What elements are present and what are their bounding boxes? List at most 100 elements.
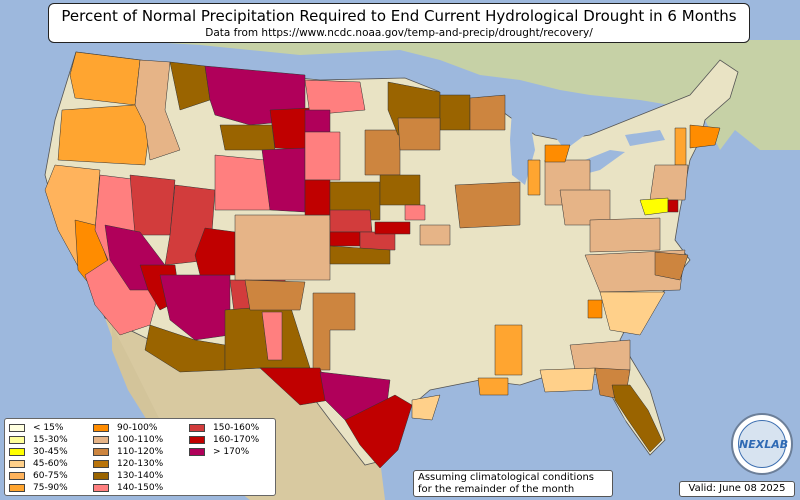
legend-swatch [9, 460, 25, 468]
legend-item: > 170% [189, 446, 273, 458]
region-nm-pink [261, 311, 283, 361]
legend-label: 100-110% [117, 435, 164, 445]
legend-label: 60-75% [33, 471, 68, 481]
region-md [639, 197, 669, 216]
lake-superior [438, 78, 520, 100]
region-4c-red [194, 227, 236, 276]
lake-huron [540, 100, 585, 150]
legend-label: 15-30% [33, 435, 68, 445]
region-mn-s [397, 117, 441, 151]
region-la [477, 377, 509, 396]
legend-label: 45-60% [33, 459, 68, 469]
legend-swatch [189, 436, 205, 444]
legend-item: 75-90% [9, 482, 93, 494]
legend-swatch [93, 424, 109, 432]
legend-item: 150-160% [189, 422, 273, 434]
canada-land [60, 40, 800, 150]
region-wa [69, 51, 141, 106]
region-ia-b [379, 174, 421, 206]
region-wy [219, 124, 276, 151]
region-tx-s [344, 394, 413, 469]
region-ga-s [569, 339, 631, 371]
region-wy-red [269, 107, 311, 151]
logo-globe-icon: NEXLAB [738, 420, 789, 468]
legend-swatch [9, 472, 25, 480]
legend-label: 75-90% [33, 483, 68, 493]
legend-label: 110-120% [117, 447, 164, 457]
region-id [134, 59, 181, 161]
legend-swatch [93, 472, 109, 480]
region-nj [649, 164, 689, 201]
region-nd-pink [304, 79, 366, 116]
note-line-2: for the remainder of the month [418, 484, 575, 495]
legend-swatch [9, 424, 25, 432]
legend-item: 100-110% [93, 434, 189, 446]
region-sd-mag [304, 109, 331, 133]
legend-item: 90-100% [93, 422, 189, 434]
legend-item: 15-30% [9, 434, 93, 446]
legend-swatch [9, 484, 25, 492]
region-de [667, 199, 679, 213]
legend-label: 160-170% [213, 435, 260, 445]
region-gulf-coast [539, 367, 596, 393]
legend-label: 30-45% [33, 447, 68, 457]
legend-swatch [189, 424, 205, 432]
region-co-brown [244, 279, 306, 311]
region-ia-pink [404, 204, 426, 221]
region-mi-up [469, 94, 506, 131]
region-ks-red [329, 209, 373, 233]
region-sc-spot [587, 299, 603, 319]
legend: < 15% 15-30% 30-45% 45-60% 60-75% 75-90%… [4, 418, 276, 496]
nexlab-logo: NEXLAB [731, 413, 793, 475]
region-fl [611, 384, 663, 453]
region-co [234, 214, 331, 281]
lake-ontario [625, 130, 665, 146]
region-ne-pink [304, 131, 341, 181]
legend-item: < 15% [9, 422, 93, 434]
legend-swatch [93, 460, 109, 468]
region-ny [674, 127, 687, 166]
gulf-of-mexico [388, 376, 640, 500]
logo-text: NEXLAB [739, 438, 789, 451]
legend-item: 110-120% [93, 446, 189, 458]
region-mi-lp [527, 159, 541, 196]
region-ia [364, 129, 401, 176]
region-va [589, 217, 661, 253]
note-line-1: Assuming climatological conditions [418, 472, 594, 483]
region-mo-red [374, 221, 411, 235]
region-ok [359, 231, 396, 251]
legend-item: 120-130% [93, 458, 189, 470]
region-oh [544, 144, 571, 163]
legend-item: 130-140% [93, 470, 189, 482]
legend-item: 45-60% [9, 458, 93, 470]
region-wi [439, 94, 471, 131]
region-nv [129, 174, 176, 236]
legend-swatch [93, 436, 109, 444]
legend-swatch [189, 448, 205, 456]
map-title-box: Percent of Normal Precipitation Required… [48, 3, 750, 43]
valid-date: Valid: June 08 2025 [679, 481, 795, 497]
legend-item: 60-75% [9, 470, 93, 482]
legend-item: 30-45% [9, 446, 93, 458]
region-ne-red [304, 179, 331, 216]
assumption-note: Assuming climatological conditions for t… [413, 470, 613, 497]
region-ok-s [329, 245, 391, 265]
baja-land [112, 325, 165, 430]
legend-label: 150-160% [213, 423, 260, 433]
legend-swatch [9, 436, 25, 444]
region-tx-gulf [411, 394, 441, 421]
legend-swatch [93, 484, 109, 492]
legend-label: 90-100% [117, 423, 158, 433]
region-ks-dkred [329, 231, 361, 247]
legend-label: < 15% [33, 423, 64, 433]
region-ma [689, 124, 721, 149]
region-ms [494, 324, 523, 376]
legend-item: 160-170% [189, 434, 273, 446]
legend-label: 130-140% [117, 471, 164, 481]
legend-item: 140-150% [93, 482, 189, 494]
region-il [454, 181, 521, 229]
legend-label: 120-130% [117, 459, 164, 469]
region-nc-e [654, 251, 689, 281]
legend-label: 140-150% [117, 483, 164, 493]
